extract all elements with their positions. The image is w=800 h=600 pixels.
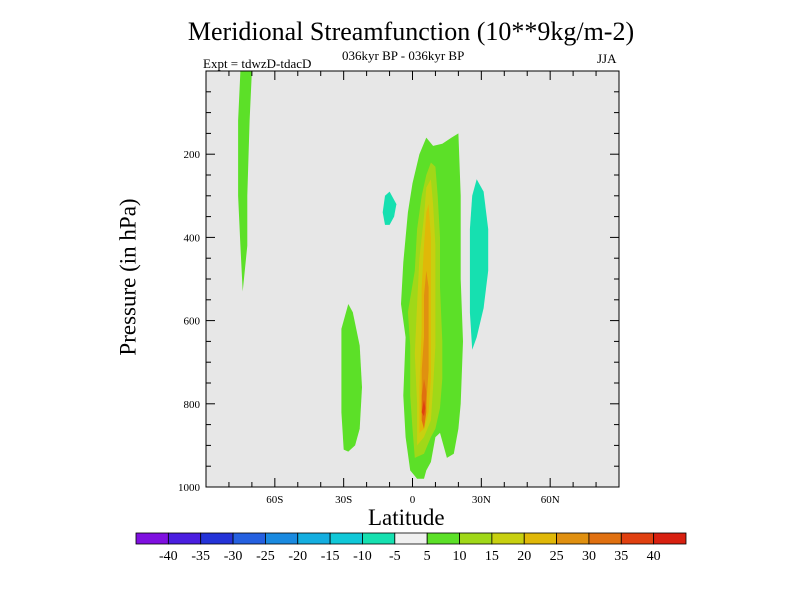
- colorbar-swatch: [653, 532, 687, 545]
- colorbar-swatch: [200, 532, 234, 545]
- contour-features: [238, 71, 489, 479]
- colorbar-label: 25: [550, 549, 564, 564]
- x-tick-label: 30S: [335, 494, 352, 506]
- colorbar-swatch: [362, 532, 396, 545]
- contour-north-cell-neg5: [469, 179, 489, 350]
- colorbar-swatch: [167, 532, 202, 545]
- colorbar-swatch: [459, 532, 493, 545]
- colorbar-label: -40: [159, 549, 178, 564]
- colorbar-swatch: [329, 532, 363, 545]
- contour-small-cell-neg5: [382, 191, 397, 225]
- colorbar-label: -25: [256, 549, 275, 564]
- colorbar-swatch: [297, 532, 331, 545]
- colorbar-swatch: [588, 532, 622, 545]
- colorbar-label: -15: [321, 549, 340, 564]
- colorbar-label: 30: [582, 549, 596, 564]
- colorbar-label: -10: [353, 549, 372, 564]
- colorbar-swatch: [426, 532, 460, 545]
- colorbar-swatch: [620, 532, 655, 545]
- colorbar-label: 10: [453, 549, 467, 564]
- y-tick-label: 200: [184, 149, 201, 161]
- colorbar-label: 20: [517, 549, 531, 564]
- y-tick-label: 400: [184, 232, 201, 244]
- colorbar-swatch: [394, 532, 428, 545]
- colorbar-swatch: [491, 532, 525, 545]
- x-axis-label: Latitude: [368, 505, 445, 530]
- contour-nh-cell-25: [421, 270, 429, 413]
- colorbar-swatch: [265, 532, 299, 545]
- experiment-label: Expt = tdwzD-tdacD: [203, 56, 312, 71]
- contour-nh-cell-35: [421, 399, 426, 417]
- contour-south-pole-cell-5: [238, 71, 252, 292]
- colorbar-label: 15: [485, 549, 499, 564]
- contour-south-cell-5: [341, 304, 362, 452]
- y-tick-label: 1000: [178, 482, 201, 494]
- chart-subtitle: 036kyr BP - 036kyr BP: [342, 48, 465, 63]
- colorbar-swatch: [556, 532, 590, 545]
- colorbar: -40 -35 -30 -25 -20 -15 -10 -5 5 10 15 20 25 30 35 40: [135, 532, 687, 564]
- colorbar-swatch: [232, 532, 266, 545]
- x-tick-label: 0: [410, 494, 416, 506]
- colorbar-swatch: [523, 532, 557, 545]
- season-label: JJA: [597, 51, 617, 66]
- colorbar-label: -30: [224, 549, 243, 564]
- colorbar-label: 35: [614, 549, 628, 564]
- colorbar-swatch: [135, 532, 169, 545]
- colorbar-label: -5: [389, 549, 401, 564]
- x-tick-label: 30N: [472, 494, 491, 506]
- chart-title: Meridional Streamfunction (10**9kg/m-2): [187, 17, 635, 46]
- y-tick-label: 600: [184, 316, 201, 328]
- y-tick-label: 800: [184, 399, 201, 411]
- colorbar-label: -20: [288, 549, 307, 564]
- colorbar-label: 40: [647, 549, 661, 564]
- x-tick-label: 60N: [541, 494, 560, 506]
- colorbar-label: 5: [424, 549, 431, 564]
- axis-ticks: 60S 30S 0 30N 60N 200 400 600 800 1000: [178, 70, 620, 506]
- colorbar-label: -35: [191, 549, 210, 564]
- x-tick-label: 60S: [266, 494, 283, 506]
